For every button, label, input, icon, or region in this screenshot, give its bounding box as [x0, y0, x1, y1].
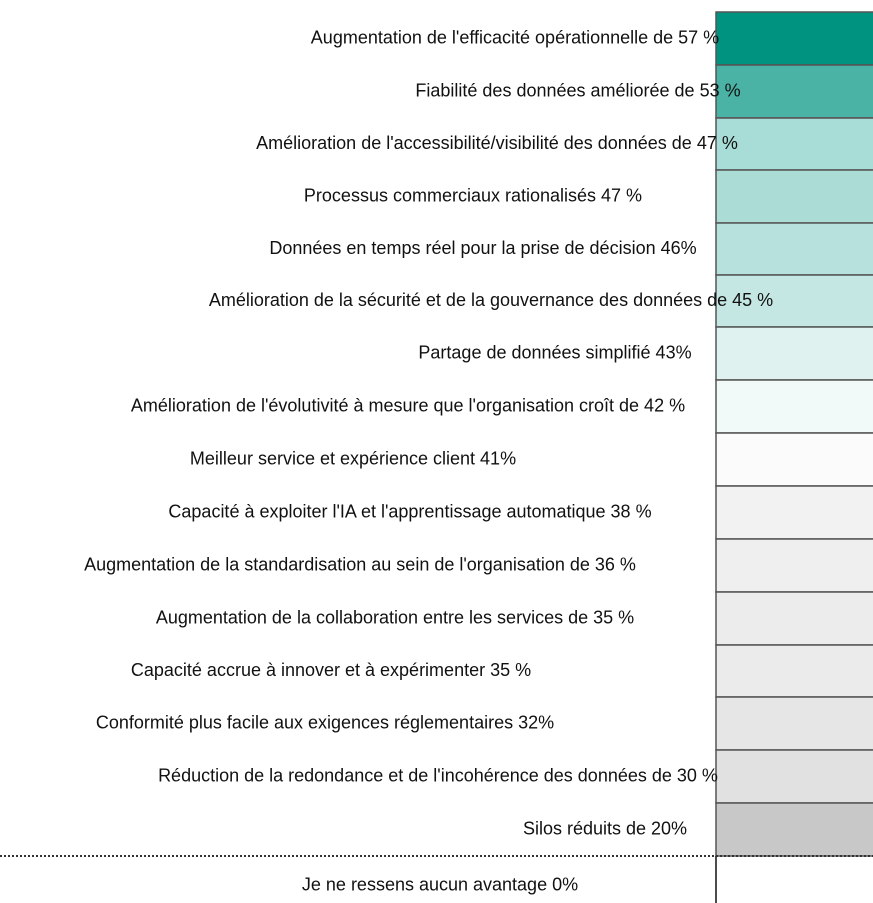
row-label: Processus commerciaux rationalisés 47 %	[304, 185, 642, 205]
cell	[715, 379, 873, 434]
row-label: Augmentation de la collaboration entre l…	[156, 607, 634, 627]
cell	[715, 432, 873, 487]
cell	[715, 591, 873, 646]
cell	[715, 485, 873, 540]
row-label: Je ne ressens aucun avantage 0%	[302, 874, 578, 894]
cell	[715, 644, 873, 698]
row-label: Réduction de la redondance et de l'incoh…	[158, 765, 718, 785]
row-label: Capacité à exploiter l'IA et l'apprentis…	[168, 501, 651, 521]
row-label: Meilleur service et expérience client 41…	[190, 448, 516, 468]
cell	[715, 11, 873, 66]
row-label: Augmentation de l'efficacité opérationne…	[311, 27, 719, 47]
row-label: Fiabilité des données améliorée de 53 %	[415, 80, 740, 100]
row-label: Partage de données simplifié 43%	[418, 342, 691, 362]
row-label: Capacité accrue à innover et à expérimen…	[131, 660, 531, 680]
row-label: Données en temps réel pour la prise de d…	[269, 238, 696, 258]
row-label: Amélioration de l'accessibilité/visibili…	[256, 133, 738, 153]
cell	[715, 169, 873, 224]
cell	[715, 222, 873, 276]
cell	[715, 117, 873, 171]
row-label: Augmentation de la standardisation au se…	[84, 554, 636, 574]
row-label: Conformité plus facile aux exigences rég…	[96, 712, 554, 732]
cell	[715, 802, 873, 857]
cell	[715, 749, 873, 804]
cell	[715, 274, 873, 328]
row-label: Amélioration de la sécurité et de la gou…	[209, 290, 773, 310]
cell	[715, 326, 873, 381]
row-label: Silos réduits de 20%	[523, 818, 687, 838]
cell	[715, 64, 873, 119]
cell	[715, 538, 873, 593]
cell	[715, 696, 873, 751]
row-label: Amélioration de l'évolutivité à mesure q…	[131, 395, 685, 415]
